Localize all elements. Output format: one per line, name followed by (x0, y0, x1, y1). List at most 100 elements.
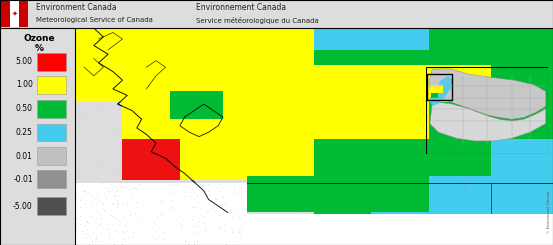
Point (103, 197, 112, 201)
Bar (38, 170, 66, 188)
Point (290, 198, 299, 202)
Bar (371, 65, 429, 102)
Point (279, 184, 288, 188)
Point (317, 120, 326, 124)
Point (377, 148, 386, 152)
Point (351, 188, 360, 192)
Point (205, 177, 213, 181)
Point (92, 93, 101, 97)
Point (398, 226, 406, 230)
Bar (429, 212, 553, 245)
Point (474, 118, 483, 122)
Point (412, 168, 421, 172)
Point (197, 171, 206, 174)
Point (475, 79, 484, 83)
Point (210, 28, 219, 32)
Point (153, 198, 161, 202)
Point (129, 97, 138, 100)
Point (432, 77, 441, 81)
Point (316, 238, 325, 242)
Point (178, 181, 187, 185)
Point (488, 114, 497, 118)
Point (359, 242, 368, 245)
Point (205, 167, 214, 171)
Point (502, 47, 510, 51)
Bar (491, 176, 553, 183)
Point (112, 205, 121, 208)
Point (281, 165, 290, 169)
Point (499, 129, 508, 133)
Point (436, 27, 445, 31)
Point (278, 144, 287, 148)
Point (229, 162, 238, 166)
Text: 0.25: 0.25 (16, 128, 33, 137)
Point (439, 68, 447, 72)
Point (234, 230, 243, 234)
Point (476, 76, 485, 80)
Point (338, 84, 347, 87)
Point (544, 44, 553, 48)
Point (131, 46, 139, 49)
Point (144, 193, 153, 196)
Point (208, 133, 217, 137)
Point (349, 88, 358, 92)
Point (366, 140, 375, 144)
Point (343, 75, 352, 79)
Point (132, 94, 140, 98)
Point (138, 56, 147, 60)
Point (517, 73, 525, 76)
Point (465, 155, 474, 159)
Point (178, 208, 186, 212)
Point (223, 219, 232, 223)
Point (215, 225, 223, 229)
Text: Ozone: Ozone (23, 34, 55, 43)
Point (425, 151, 434, 155)
Point (392, 219, 401, 223)
Point (118, 242, 127, 245)
Point (424, 185, 432, 189)
Point (262, 34, 270, 37)
Point (278, 31, 287, 35)
Point (461, 192, 470, 196)
Point (462, 157, 471, 161)
Point (446, 82, 455, 86)
Point (102, 81, 111, 85)
Point (417, 236, 426, 240)
Point (216, 153, 225, 157)
Point (462, 169, 471, 173)
Point (518, 134, 527, 138)
Point (249, 31, 258, 35)
Point (109, 222, 118, 226)
Point (298, 69, 306, 73)
Point (166, 61, 175, 65)
Point (498, 75, 507, 79)
Point (261, 99, 270, 103)
Point (408, 211, 416, 215)
Point (274, 231, 283, 235)
Point (519, 174, 528, 178)
Point (187, 173, 196, 177)
Point (162, 91, 171, 95)
Point (109, 194, 118, 198)
Point (447, 98, 456, 102)
Point (456, 142, 465, 146)
Point (446, 190, 455, 194)
Point (160, 200, 169, 204)
Point (268, 172, 276, 176)
Point (142, 61, 150, 65)
Point (393, 184, 401, 188)
Point (432, 185, 441, 189)
Point (112, 200, 121, 204)
Point (170, 155, 179, 159)
Point (457, 94, 466, 98)
Point (248, 167, 257, 171)
Point (149, 237, 158, 241)
Point (111, 193, 119, 197)
Point (381, 62, 390, 66)
Point (275, 80, 284, 84)
Point (88, 114, 97, 118)
Point (452, 122, 461, 126)
Point (79, 194, 87, 198)
Point (183, 32, 192, 36)
Point (256, 207, 265, 211)
